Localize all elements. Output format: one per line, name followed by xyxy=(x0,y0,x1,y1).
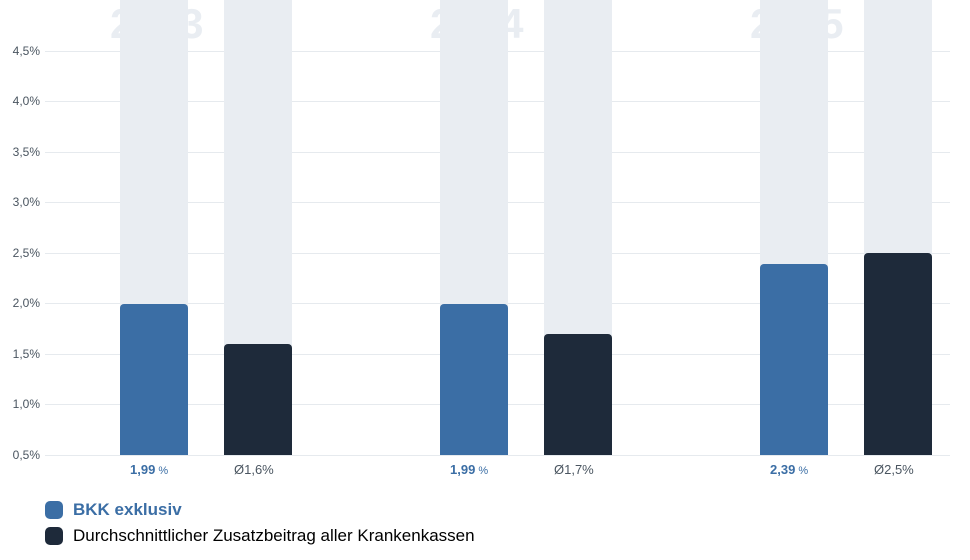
y-tick-label: 2,5% xyxy=(0,246,40,260)
y-tick-label: 0,5% xyxy=(0,448,40,462)
legend: BKK exklusiv Durchschnittlicher Zusatzbe… xyxy=(45,500,475,552)
bar-series2 xyxy=(864,253,932,455)
y-tick-label: 1,5% xyxy=(0,347,40,361)
bar-label-series1: 2,39% xyxy=(770,462,808,477)
bar-label-series1: 1,99% xyxy=(130,462,168,477)
y-tick-label: 3,5% xyxy=(0,145,40,159)
bar-series1 xyxy=(120,304,188,455)
legend-swatch-series2 xyxy=(45,527,63,545)
y-tick-label: 1,0% xyxy=(0,397,40,411)
bar-label-series1: 1,99% xyxy=(450,462,488,477)
bar-series1 xyxy=(760,264,828,455)
legend-swatch-series1 xyxy=(45,501,63,519)
y-tick-label: 2,0% xyxy=(0,296,40,310)
bar-series2 xyxy=(544,334,612,455)
bar-label-series2: Ø2,5% xyxy=(874,462,914,477)
bar-series1 xyxy=(440,304,508,455)
chart-container: 202320242025 0,5% 1,0% 1,5% 2,0% 2,5% 3,0% 3,5… xyxy=(0,0,970,560)
y-tick-label: 4,0% xyxy=(0,94,40,108)
gridline xyxy=(45,455,950,456)
y-tick-label: 3,0% xyxy=(0,195,40,209)
legend-item-series2: Durchschnittlicher Zusatzbeitrag aller K… xyxy=(45,526,475,546)
bar-label-series2: Ø1,7% xyxy=(554,462,594,477)
y-tick-label: 4,5% xyxy=(0,44,40,58)
plot-area: 202320242025 xyxy=(45,0,950,455)
legend-item-series1: BKK exklusiv xyxy=(45,500,475,520)
legend-label-series2: Durchschnittlicher Zusatzbeitrag aller K… xyxy=(73,526,475,546)
bar-label-series2: Ø1,6% xyxy=(234,462,274,477)
bar-series2 xyxy=(224,344,292,455)
legend-label-series1: BKK exklusiv xyxy=(73,500,182,520)
